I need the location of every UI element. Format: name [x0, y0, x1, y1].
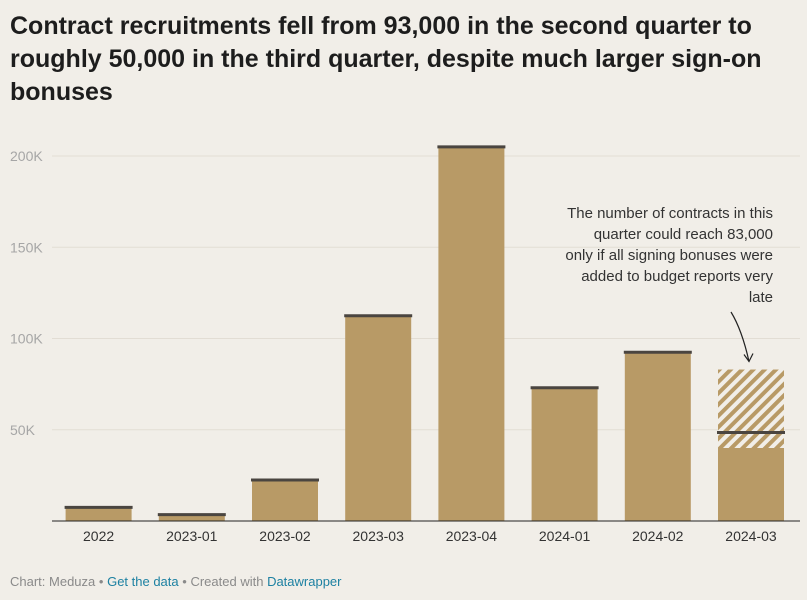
bar	[718, 448, 784, 521]
annotation-text: only if all signing bonuses were	[565, 247, 773, 264]
bar	[252, 479, 318, 521]
hatched-bar	[718, 369, 784, 448]
footer-separator: •	[182, 574, 187, 589]
annotation-arrowhead	[743, 353, 754, 363]
x-tick-label: 2023-04	[446, 528, 498, 544]
bar	[624, 352, 691, 521]
y-tick-label: 200K	[10, 148, 43, 164]
footer-separator: •	[98, 574, 104, 589]
annotation-text: The number of contracts in this	[567, 205, 773, 222]
y-tick-label: 50K	[10, 422, 36, 438]
datawrapper-link[interactable]: Datawrapper	[267, 574, 342, 589]
x-tick-label: 2024-03	[725, 528, 777, 544]
bar	[65, 507, 132, 521]
x-tick-label: 2023-02	[259, 528, 311, 544]
annotation-text: added to budget reports very	[581, 268, 773, 285]
x-tick-label: 2022	[83, 528, 114, 544]
y-tick-label: 100K	[10, 331, 43, 347]
annotation-text: quarter could reach 83,000	[594, 226, 773, 243]
x-tick-label: 2024-02	[632, 528, 684, 544]
annotation-text: late	[749, 289, 773, 306]
created-with-text: Created with	[190, 574, 264, 589]
x-tick-label: 2023-01	[166, 528, 218, 544]
annotation-arrow	[730, 311, 750, 362]
x-tick-label: 2024-01	[539, 528, 591, 544]
chart-footer: Chart: Meduza • Get the data • Created w…	[10, 574, 342, 589]
bar	[531, 387, 598, 521]
bar	[345, 315, 412, 521]
chart-title: Contract recruitments fell from 93,000 i…	[10, 12, 762, 106]
x-tick-label: 2023-03	[353, 528, 405, 544]
get-data-link[interactable]: Get the data	[107, 574, 179, 589]
bar	[438, 146, 505, 521]
credit-text: Chart: Meduza	[10, 574, 96, 589]
bar	[158, 514, 225, 521]
y-tick-label: 150K	[10, 239, 43, 255]
